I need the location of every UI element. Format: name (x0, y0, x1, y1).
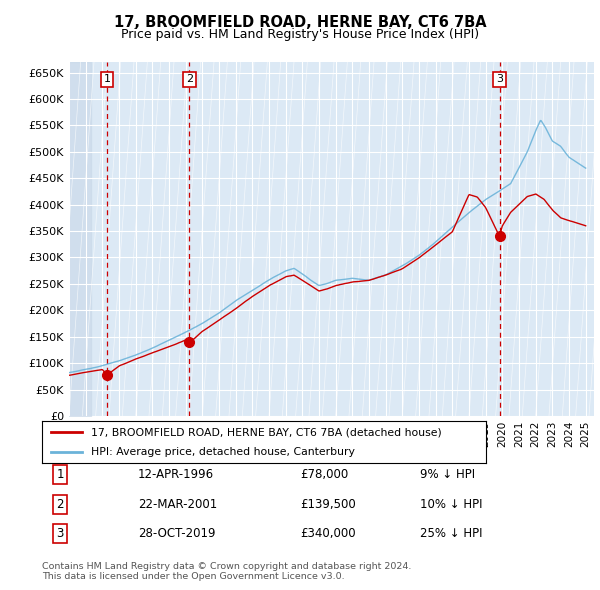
Text: 25% ↓ HPI: 25% ↓ HPI (420, 527, 482, 540)
Text: 22-MAR-2001: 22-MAR-2001 (138, 498, 217, 511)
Text: Price paid vs. HM Land Registry's House Price Index (HPI): Price paid vs. HM Land Registry's House … (121, 28, 479, 41)
Text: 1: 1 (56, 468, 64, 481)
Text: 2: 2 (186, 74, 193, 84)
Text: 12-APR-1996: 12-APR-1996 (138, 468, 214, 481)
Text: 2: 2 (56, 498, 64, 511)
Text: 3: 3 (56, 527, 64, 540)
Text: 1: 1 (104, 74, 110, 84)
Text: £78,000: £78,000 (300, 468, 348, 481)
Text: Contains HM Land Registry data © Crown copyright and database right 2024.
This d: Contains HM Land Registry data © Crown c… (42, 562, 412, 581)
Text: £139,500: £139,500 (300, 498, 356, 511)
Text: 3: 3 (496, 74, 503, 84)
Text: £340,000: £340,000 (300, 527, 356, 540)
Text: 10% ↓ HPI: 10% ↓ HPI (420, 498, 482, 511)
Text: 28-OCT-2019: 28-OCT-2019 (138, 527, 215, 540)
Text: 17, BROOMFIELD ROAD, HERNE BAY, CT6 7BA (detached house): 17, BROOMFIELD ROAD, HERNE BAY, CT6 7BA … (91, 427, 442, 437)
Text: 17, BROOMFIELD ROAD, HERNE BAY, CT6 7BA: 17, BROOMFIELD ROAD, HERNE BAY, CT6 7BA (113, 15, 487, 30)
Text: HPI: Average price, detached house, Canterbury: HPI: Average price, detached house, Cant… (91, 447, 355, 457)
Text: 9% ↓ HPI: 9% ↓ HPI (420, 468, 475, 481)
